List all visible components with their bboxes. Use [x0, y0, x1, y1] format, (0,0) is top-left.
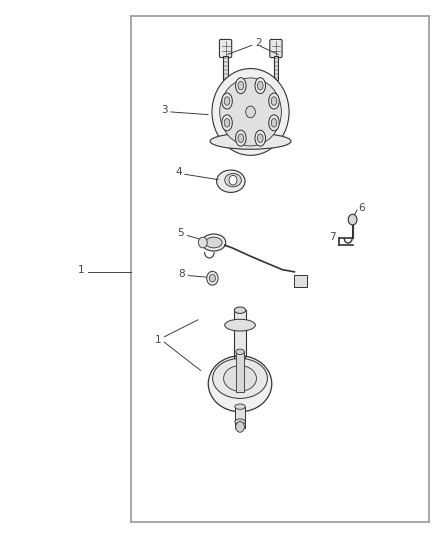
- Bar: [274, 56, 278, 80]
- Circle shape: [207, 271, 218, 285]
- Ellipse shape: [224, 366, 257, 391]
- Ellipse shape: [255, 130, 265, 146]
- Ellipse shape: [236, 78, 246, 94]
- Ellipse shape: [258, 82, 263, 90]
- Ellipse shape: [212, 69, 289, 155]
- Ellipse shape: [235, 404, 245, 409]
- Ellipse shape: [224, 97, 230, 106]
- Text: 4: 4: [175, 167, 182, 177]
- Ellipse shape: [255, 78, 265, 94]
- Ellipse shape: [236, 349, 244, 354]
- Text: 8: 8: [178, 269, 185, 279]
- Circle shape: [198, 237, 207, 248]
- Ellipse shape: [210, 133, 291, 149]
- Ellipse shape: [269, 115, 279, 131]
- Ellipse shape: [238, 82, 244, 90]
- Text: 5: 5: [177, 229, 184, 238]
- Circle shape: [348, 214, 357, 225]
- Ellipse shape: [269, 93, 279, 109]
- Ellipse shape: [222, 93, 232, 109]
- Ellipse shape: [220, 78, 281, 146]
- Ellipse shape: [201, 234, 226, 251]
- Ellipse shape: [225, 173, 241, 187]
- Bar: [236, 352, 244, 392]
- Ellipse shape: [271, 97, 277, 106]
- Circle shape: [236, 422, 244, 432]
- Bar: [235, 407, 245, 428]
- Bar: [223, 56, 228, 80]
- Ellipse shape: [224, 118, 230, 127]
- Text: 6: 6: [358, 203, 365, 213]
- Ellipse shape: [213, 358, 267, 399]
- Text: 3: 3: [161, 106, 168, 115]
- Ellipse shape: [234, 355, 246, 361]
- Text: 1: 1: [154, 335, 161, 344]
- Ellipse shape: [236, 130, 246, 146]
- Ellipse shape: [208, 356, 272, 411]
- Text: 2: 2: [255, 38, 262, 47]
- Ellipse shape: [271, 118, 277, 127]
- Bar: [234, 310, 246, 358]
- Text: 7: 7: [329, 232, 336, 242]
- Ellipse shape: [246, 106, 255, 118]
- Ellipse shape: [205, 237, 222, 248]
- Ellipse shape: [258, 134, 263, 142]
- Ellipse shape: [225, 319, 255, 331]
- Ellipse shape: [222, 115, 232, 131]
- FancyBboxPatch shape: [270, 39, 282, 58]
- Ellipse shape: [234, 307, 246, 313]
- Circle shape: [209, 274, 215, 282]
- FancyBboxPatch shape: [219, 39, 232, 58]
- Ellipse shape: [235, 419, 245, 424]
- Text: 1: 1: [78, 265, 85, 275]
- Ellipse shape: [216, 170, 245, 192]
- Bar: [294, 275, 307, 287]
- Circle shape: [229, 175, 237, 185]
- Ellipse shape: [238, 134, 244, 142]
